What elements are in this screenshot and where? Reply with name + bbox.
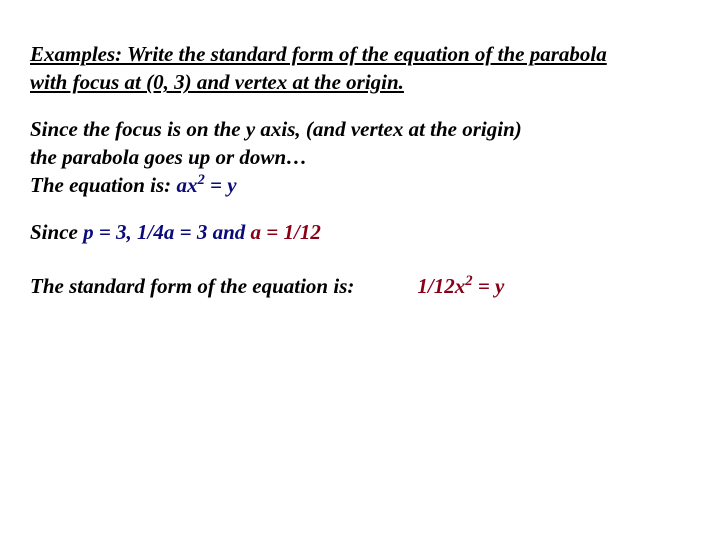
equation-ax2-pre: ax (176, 173, 197, 197)
final-eq-pre: 1/12x (417, 274, 465, 298)
inline-spacer (354, 274, 417, 298)
spacer (30, 200, 690, 218)
explanation-line2: the parabola goes up or down… (30, 143, 690, 171)
final-eq-post: = y (473, 274, 505, 298)
heading-text-1: Examples: Write the standard form of the… (30, 42, 607, 66)
equation-ax2-sup: 2 (197, 172, 204, 188)
since-prefix: Since (30, 220, 83, 244)
standard-form-label: The standard form of the equation is: (30, 274, 354, 298)
equation-label: The equation is: (30, 173, 176, 197)
derivation-line: Since p = 3, 1/4a = 3 and a = 1/12 (30, 218, 690, 246)
example-heading-line2: with focus at (0, 3) and vertex at the o… (30, 68, 690, 96)
equation-ax2-post: = y (205, 173, 237, 197)
explanation-line1: Since the focus is on the y axis, (and v… (30, 115, 690, 143)
explanation-text-1: Since the focus is on the y axis, (and v… (30, 117, 522, 141)
standard-form-line: The standard form of the equation is: 1/… (30, 272, 690, 300)
spacer (30, 97, 690, 115)
derivation-navy: p = 3, 1/4a = 3 and (83, 220, 250, 244)
final-eq-sup: 2 (465, 273, 472, 289)
spacer (30, 246, 690, 272)
example-heading-line1: Examples: Write the standard form of the… (30, 40, 690, 68)
a-value-red: a = 1/12 (251, 220, 321, 244)
equation-line: The equation is: ax2 = y (30, 171, 690, 199)
explanation-text-2: the parabola goes up or down… (30, 145, 307, 169)
slide-content: Examples: Write the standard form of the… (0, 0, 720, 300)
heading-text-2: with focus at (0, 3) and vertex at the o… (30, 70, 404, 94)
